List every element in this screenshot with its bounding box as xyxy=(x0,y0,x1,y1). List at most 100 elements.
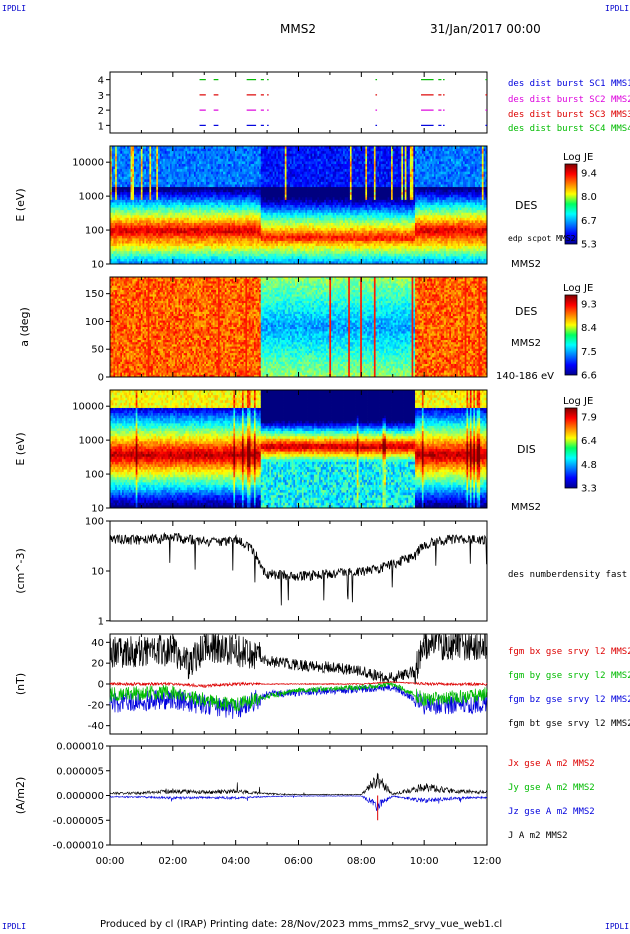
spectrogram-cell xyxy=(176,253,179,257)
spectrogram-cell xyxy=(163,158,166,162)
spectrogram-cell xyxy=(152,233,155,237)
spectrogram-cell xyxy=(187,146,190,149)
spectrogram-cell xyxy=(122,222,125,226)
spectrogram-cell xyxy=(118,163,121,167)
spectrogram-cell xyxy=(199,187,202,191)
spectrogram-cell xyxy=(163,166,166,170)
spectrogram-cell xyxy=(118,192,121,196)
spectrogram-cell xyxy=(185,261,188,265)
spectrogram-cell xyxy=(145,243,149,247)
spectrogram-cell xyxy=(149,258,152,262)
spectrogram-cell xyxy=(115,146,118,149)
spectrogram-cell xyxy=(180,215,183,219)
spectrogram-cell xyxy=(130,205,133,208)
spectrogram-cell xyxy=(139,184,142,188)
spectrogram-cell xyxy=(142,222,145,226)
spectrogram-cell xyxy=(168,202,171,206)
spectrogram-cell xyxy=(115,207,118,211)
spectrogram-cell xyxy=(116,184,119,188)
spectrogram-cell xyxy=(128,151,131,155)
spectrogram-cell xyxy=(190,251,193,255)
spectrogram-cell xyxy=(152,169,155,173)
spectrogram-cell xyxy=(137,207,140,211)
spectrogram-cell xyxy=(142,158,145,162)
spectrogram-cell xyxy=(159,251,162,255)
spectrogram-cell xyxy=(127,256,130,260)
spectrogram-cell xyxy=(151,179,154,183)
spectrogram-cell xyxy=(135,181,138,185)
spectrogram-cell xyxy=(128,240,131,244)
spectrogram-cell xyxy=(161,161,164,165)
spectrogram-cell xyxy=(128,210,131,214)
spectrogram-cell xyxy=(147,222,150,226)
spectrogram-cell xyxy=(166,169,169,173)
spectrogram-cell xyxy=(181,207,185,211)
spectrogram-cell xyxy=(175,235,178,239)
spectrogram-cell xyxy=(147,256,150,260)
spectrogram-cell xyxy=(187,220,190,224)
spectrogram-cell xyxy=(127,174,130,178)
spectrogram-cell xyxy=(139,161,142,165)
spectrogram-cell xyxy=(157,197,161,201)
spectrogram-cell xyxy=(181,166,185,170)
spectrogram-cell xyxy=(181,161,185,165)
spectrogram-cell xyxy=(173,230,176,234)
spectrogram-cell xyxy=(181,233,185,237)
spectrogram-cell xyxy=(159,158,162,162)
spectrogram-cell xyxy=(140,220,143,224)
spectrogram-cell xyxy=(168,158,171,162)
spectrogram-cell xyxy=(140,184,143,188)
spectrogram-cell xyxy=(183,151,186,155)
spectrogram-cell xyxy=(173,169,176,173)
spectrogram-cell xyxy=(113,253,116,257)
spectrogram-cell xyxy=(132,187,135,191)
spectrogram-cell xyxy=(130,222,133,226)
spectrogram-cell xyxy=(118,184,121,188)
spectrogram-cell xyxy=(125,210,128,214)
spectrogram-cell xyxy=(193,230,197,234)
spectrogram-cell xyxy=(159,233,162,237)
spectrogram-cell xyxy=(157,240,161,244)
spectrogram-cell xyxy=(144,199,147,203)
spectrogram-cell xyxy=(164,189,167,193)
spectrogram-cell xyxy=(176,215,179,219)
spectrogram-cell xyxy=(142,166,145,170)
spectrogram-cell xyxy=(116,210,119,214)
spectrogram-cell xyxy=(144,228,147,232)
spectrogram-cell xyxy=(156,176,159,180)
spectrogram-cell xyxy=(130,189,133,193)
spectrogram-cell xyxy=(178,166,181,170)
spectrogram-cell xyxy=(122,202,125,206)
spectrogram-cell xyxy=(180,248,183,252)
spectrogram-cell xyxy=(151,233,154,237)
spectrogram-cell xyxy=(137,212,140,216)
spectrogram-cell xyxy=(166,153,169,157)
spectrogram-cell xyxy=(125,246,128,250)
spectrogram-cell xyxy=(169,212,173,216)
spectrogram-cell xyxy=(190,207,193,211)
spectrogram-cell xyxy=(164,166,167,170)
spectrogram-cell xyxy=(120,220,123,224)
spectrogram-cell xyxy=(142,225,145,229)
spectrogram-cell xyxy=(192,166,195,170)
spectrogram-cell xyxy=(144,251,147,255)
spectrogram-cell xyxy=(183,253,186,257)
spectrogram-cell xyxy=(163,238,166,242)
spectrogram-cell xyxy=(157,233,161,237)
spectrogram-cell xyxy=(140,202,143,206)
spectrogram-cell xyxy=(166,253,169,257)
spectrogram-cell xyxy=(122,163,125,167)
spectrogram-cell xyxy=(183,176,186,180)
spectrogram-cell xyxy=(169,184,173,188)
spectrogram-cell xyxy=(178,251,181,255)
spectrogram-cell xyxy=(123,246,126,250)
spectrogram-cell xyxy=(171,233,174,237)
spectrogram-cell xyxy=(197,184,200,188)
spectrogram-cell xyxy=(197,251,200,255)
spectrogram-cell xyxy=(197,189,200,193)
spectrogram-cell xyxy=(139,246,142,250)
spectrogram-cell xyxy=(137,220,140,224)
spectrogram-cell xyxy=(135,258,138,262)
spectrogram-cell xyxy=(171,205,174,208)
spectrogram-cell xyxy=(185,176,188,180)
